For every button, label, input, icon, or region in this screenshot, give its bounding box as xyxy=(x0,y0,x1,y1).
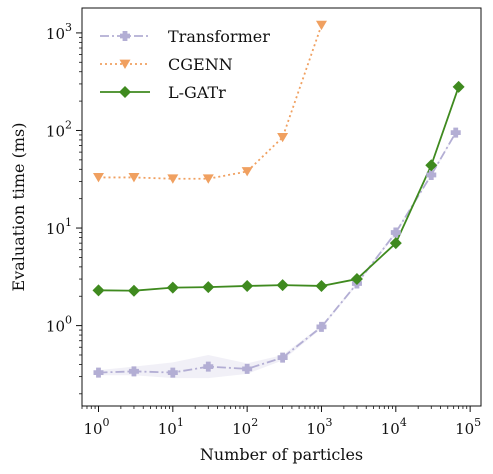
series-lines xyxy=(98,24,460,374)
tick-exponent: 1 xyxy=(65,216,72,229)
tick-exponent: 5 xyxy=(474,416,481,429)
marker-transformer xyxy=(426,169,437,180)
marker-l-gatr xyxy=(425,159,438,172)
legend-label: CGENN xyxy=(168,55,233,74)
marker-l-gatr xyxy=(452,80,465,93)
marker-l-gatr xyxy=(202,281,215,294)
marker-transformer xyxy=(450,127,461,138)
tick-base: 10 xyxy=(158,420,177,438)
series-line-transformer xyxy=(98,132,457,374)
marker-l-gatr xyxy=(241,279,254,292)
tick-base: 10 xyxy=(46,25,65,43)
band-transformer xyxy=(98,131,456,379)
tick-base: 10 xyxy=(306,420,325,438)
marker-cgenn xyxy=(241,167,253,177)
y-tick-label: 103 xyxy=(46,21,72,43)
x-axis-label: Number of particles xyxy=(200,445,363,464)
marker-cgenn xyxy=(92,173,104,183)
x-tick-label: 103 xyxy=(306,416,332,438)
y-axis-label: Evaluation time (ms) xyxy=(9,123,28,292)
marker-l-gatr xyxy=(389,237,402,250)
tick-exponent: 0 xyxy=(103,416,110,429)
legend-swatch-marker xyxy=(120,31,130,41)
marker-l-gatr xyxy=(127,284,140,297)
tick-exponent: 3 xyxy=(326,416,333,429)
tick-exponent: 2 xyxy=(251,416,258,429)
marker-transformer xyxy=(390,227,401,238)
tick-base: 10 xyxy=(232,420,251,438)
marker-transformer xyxy=(316,321,327,332)
legend-swatch-marker xyxy=(119,86,131,98)
legend-swatch-marker xyxy=(119,59,131,69)
x-axis-ticks: 100 101 102 103 104 105 xyxy=(81,406,481,438)
legend-item-transformer: Transformer xyxy=(100,27,270,46)
marker-l-gatr xyxy=(350,273,363,286)
tick-base: 10 xyxy=(381,420,400,438)
tick-exponent: 0 xyxy=(65,314,72,327)
marker-cgenn xyxy=(315,20,327,31)
legend-item-cgenn: CGENN xyxy=(100,55,233,74)
series-line-l-gatr xyxy=(98,86,460,292)
marker-l-gatr xyxy=(276,279,289,292)
marker-transformer xyxy=(128,366,139,377)
marker-transformer xyxy=(203,361,214,372)
x-tick-label: 105 xyxy=(455,416,481,438)
legend-label: L-GATr xyxy=(168,83,226,102)
y-tick-label: 102 xyxy=(46,118,72,140)
tick-base: 10 xyxy=(46,318,65,336)
marker-transformer xyxy=(277,352,288,363)
x-tick-label: 102 xyxy=(232,416,258,438)
marker-cgenn xyxy=(128,173,140,183)
marker-cgenn xyxy=(167,174,179,184)
x-tick-label: 101 xyxy=(158,416,184,438)
legend-label: Transformer xyxy=(168,27,270,46)
marker-transformer xyxy=(93,367,104,378)
legend: Transformer CGENN L-GATr xyxy=(100,27,270,102)
tick-exponent: 4 xyxy=(400,416,407,429)
tick-exponent: 2 xyxy=(65,118,72,131)
plot-frame xyxy=(81,7,482,407)
marker-l-gatr xyxy=(92,284,105,297)
marker-cgenn xyxy=(202,174,214,184)
y-tick-label: 101 xyxy=(46,216,72,238)
y-tick-label: 100 xyxy=(46,314,72,336)
confidence-bands xyxy=(98,131,456,379)
plot-area xyxy=(92,20,465,379)
series-markers xyxy=(92,20,465,378)
marker-l-gatr xyxy=(166,281,179,294)
tick-base: 10 xyxy=(46,220,65,238)
tick-exponent: 1 xyxy=(177,416,184,429)
marker-l-gatr xyxy=(315,279,328,292)
marker-cgenn xyxy=(277,132,289,143)
x-tick-label: 100 xyxy=(83,416,109,438)
tick-base: 10 xyxy=(455,420,474,438)
tick-base: 10 xyxy=(46,122,65,140)
legend-item-l-gatr: L-GATr xyxy=(100,83,226,102)
marker-transformer xyxy=(167,367,178,378)
x-tick-label: 104 xyxy=(381,416,407,438)
tick-base: 10 xyxy=(83,420,102,438)
tick-exponent: 3 xyxy=(65,21,72,34)
marker-transformer xyxy=(242,363,253,374)
